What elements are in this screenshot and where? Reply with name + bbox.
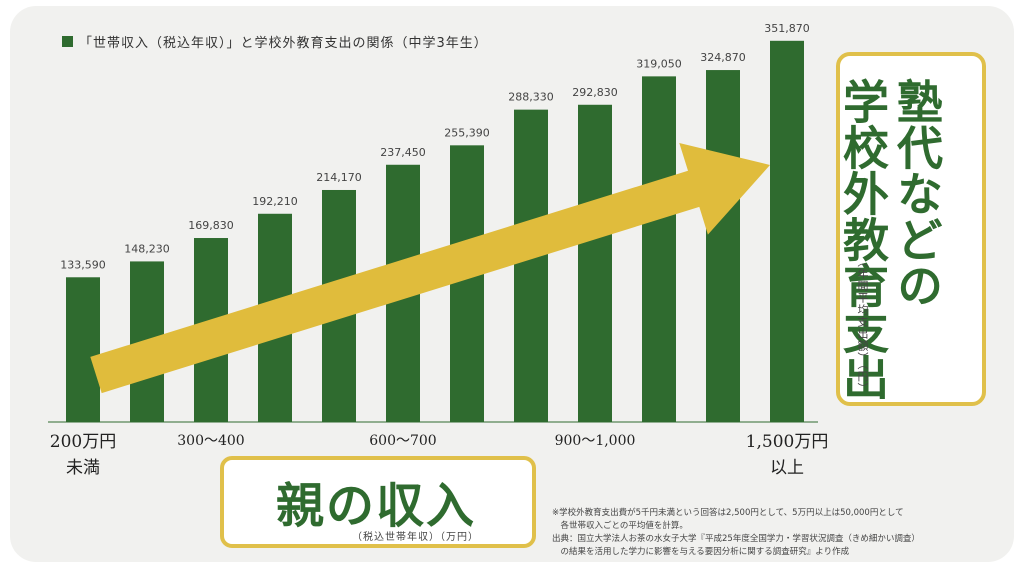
x-tick-label: 以上 xyxy=(770,458,804,478)
bar-value-label: 237,450 xyxy=(380,146,426,159)
bar-value-label: 255,390 xyxy=(444,126,490,139)
legend-swatch xyxy=(62,36,73,47)
bar xyxy=(578,104,612,422)
legend-label: 「世帯収入（税込年収）」と学校外教育支出の関係（中学3年生） xyxy=(79,36,488,51)
bar xyxy=(642,76,676,423)
y-axis-title: 塾代などの 学校外教育支出 xyxy=(836,78,944,400)
y-axis-subtitle: （年間平均支出額）（円） xyxy=(856,256,869,395)
footnote-line: 各世帯収入ごとの平均値を計算。 xyxy=(552,521,688,531)
x-axis-title: 親の収入 xyxy=(276,478,477,534)
bar xyxy=(450,145,484,422)
x-axis-title-box: 親の収入 （税込世帯年収）（万円） xyxy=(220,456,536,548)
x-tick-label: 未満 xyxy=(66,458,100,478)
bar-value-label: 169,830 xyxy=(188,219,234,232)
trend-arrow xyxy=(90,143,771,394)
x-tick-label: 300～400 xyxy=(177,433,244,449)
bar xyxy=(514,109,548,422)
x-tick-label: 600～700 xyxy=(369,433,436,449)
value-labels-layer: 133,590 148,230 169,830 192,210 214,170 237,4… xyxy=(60,22,810,271)
bar-value-label: 214,170 xyxy=(316,171,362,184)
legend: 「世帯収入（税込年収）」と学校外教育支出の関係（中学3年生） xyxy=(62,32,488,51)
x-tick-label: 200万円 xyxy=(50,432,116,452)
bar xyxy=(706,70,740,423)
bar xyxy=(770,40,804,423)
bar-value-label: 148,230 xyxy=(124,242,170,255)
bar-value-label: 133,590 xyxy=(60,258,106,271)
bar-value-label: 292,830 xyxy=(572,86,618,99)
bar-value-label: 319,050 xyxy=(636,57,682,70)
x-tick-label: 1,500万円 xyxy=(746,432,829,452)
bar-value-label: 351,870 xyxy=(764,22,810,35)
y-axis-title-line-1: 塾代などの xyxy=(890,78,944,308)
footnote-line: 出典：国立大学法人お茶の水女子大学『平成25年度全国学力・学習状況調査（きめ細か… xyxy=(552,534,920,544)
footnote-line: の結果を活用した学力に影響を与える要因分析に関する調査研究』より作成 xyxy=(552,547,850,557)
x-tick-label: 900～1,000 xyxy=(555,433,636,449)
footnote-line: ※学校外教育支出費が5千円未満という回答は2,500円として、5万円以上は50,… xyxy=(552,508,904,518)
footnotes: ※学校外教育支出費が5千円未満という回答は2,500円として、5万円以上は50,… xyxy=(552,507,992,559)
bar-value-label: 288,330 xyxy=(508,91,554,104)
y-axis-title-box: 塾代などの 学校外教育支出 （年間平均支出額）（円） xyxy=(836,52,986,406)
bar xyxy=(66,277,100,422)
x-axis-subtitle: （税込世帯年収）（万円） xyxy=(352,532,479,543)
bar-value-label: 324,870 xyxy=(700,51,746,64)
bar-value-label: 192,210 xyxy=(252,195,298,208)
y-axis-title-line-2: 学校外教育支出 xyxy=(836,78,890,400)
